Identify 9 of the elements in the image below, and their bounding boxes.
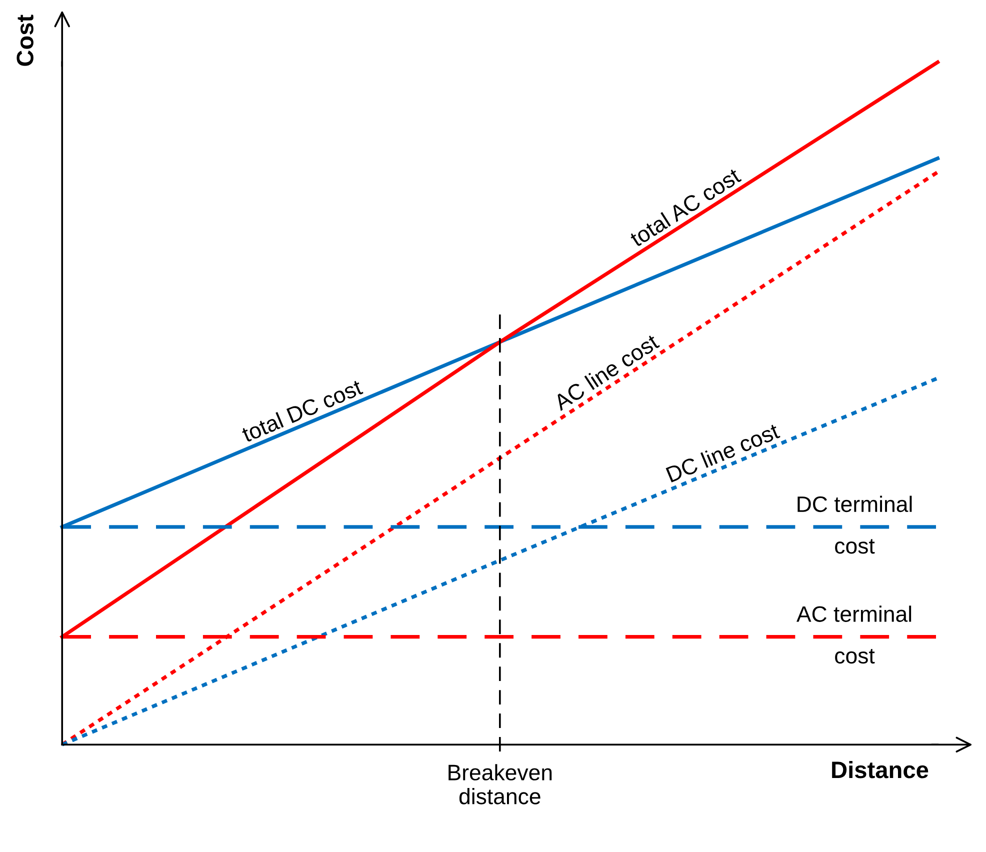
text: total DC cost [240, 378, 364, 443]
text: Breakeven distance [448, 764, 552, 804]
x-axis-title: Distance [832, 760, 928, 778]
text: AC line cost [552, 332, 660, 412]
text: total AC cost [628, 166, 742, 248]
text: DC line cost [665, 422, 780, 483]
text: DC terminal cost [798, 496, 912, 554]
y-axis-title: Cost [16, 14, 34, 66]
text: AC terminal cost [796, 606, 912, 664]
